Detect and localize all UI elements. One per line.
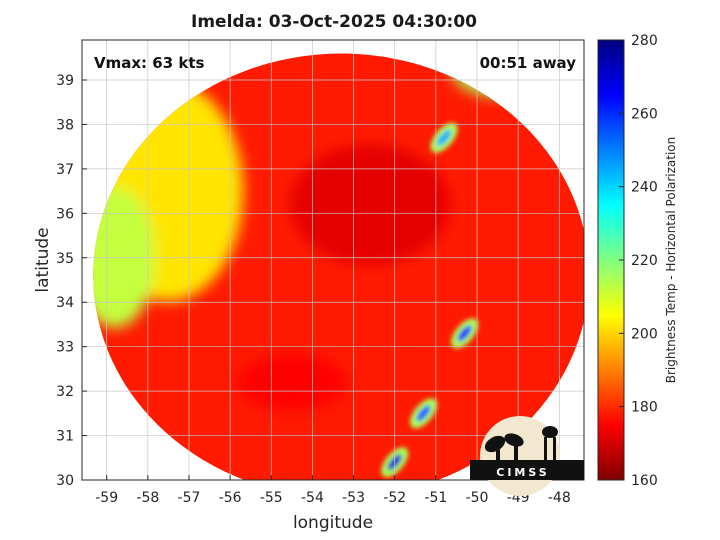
cimss-logo-text: CIMSS	[496, 466, 549, 479]
colorbar-tick-label: 220	[631, 253, 658, 269]
vmax-label: Vmax: 63 kts	[94, 54, 204, 72]
y-tick-label: 33	[56, 340, 74, 356]
y-tick-label: 35	[56, 251, 74, 267]
y-axis-label: latitude	[33, 227, 53, 292]
y-tick-label: 34	[56, 295, 74, 311]
colorbar-tick-label: 260	[631, 106, 658, 122]
rain-band-core-6	[416, 405, 431, 422]
colorbar-ticks: 160 180 200 220 240 260 280	[619, 33, 658, 489]
axes-frame	[81, 39, 585, 481]
y-tick-label: 32	[56, 384, 74, 400]
time-away-label: 00:51 away	[480, 54, 577, 72]
x-tick-label: -58	[136, 490, 159, 506]
y-tick-label: 31	[56, 429, 74, 445]
colorbar-tick-label: 160	[631, 473, 658, 489]
colorbar-tick-label: 280	[631, 33, 658, 49]
chart-title: Imelda: 03-Oct-2025 04:30:00	[191, 12, 477, 32]
y-tick-label: 30	[56, 473, 74, 489]
y-tick-label: 37	[56, 162, 74, 178]
colorbar-tick-label: 180	[631, 400, 658, 416]
x-tick-label: -52	[383, 490, 406, 506]
colorbar-tick-label: 200	[631, 326, 658, 342]
colorbar-tick-label: 240	[631, 180, 658, 196]
x-tick-label: -59	[95, 490, 118, 506]
x-tick-label: -50	[466, 490, 489, 506]
x-tick-label: -54	[301, 490, 324, 506]
y-axis: 30 31 32 33 34 35 36 37 38 39	[56, 73, 87, 489]
y-tick-label: 36	[56, 206, 74, 222]
y-tick-label: 39	[56, 73, 74, 89]
field-region-0	[290, 144, 451, 265]
x-tick-label: -51	[424, 490, 447, 506]
colorbar-label: Brightness Temp - Horizontal Polarizatio…	[664, 137, 678, 384]
x-tick-label: -55	[260, 490, 283, 506]
x-tick-label: -53	[342, 490, 365, 506]
x-tick-label: -57	[178, 490, 201, 506]
field-region-1	[236, 354, 347, 411]
rain-band-core-4	[436, 129, 452, 146]
y-tick-label: 38	[56, 117, 74, 133]
x-axis: -59 -58 -57 -56 -55 -54 -53 -52 -51 -50 -49 -48	[95, 475, 571, 506]
colorbar: 160 180 200 220 240 260 280 Brightness Temp - …	[597, 33, 678, 489]
x-tick-label: -56	[219, 490, 242, 506]
cimss-logo: CIMSS	[470, 416, 584, 496]
rain-band-core-5	[457, 325, 472, 342]
x-axis-label: longitude	[293, 513, 373, 533]
x-tick-label: -48	[548, 490, 571, 506]
